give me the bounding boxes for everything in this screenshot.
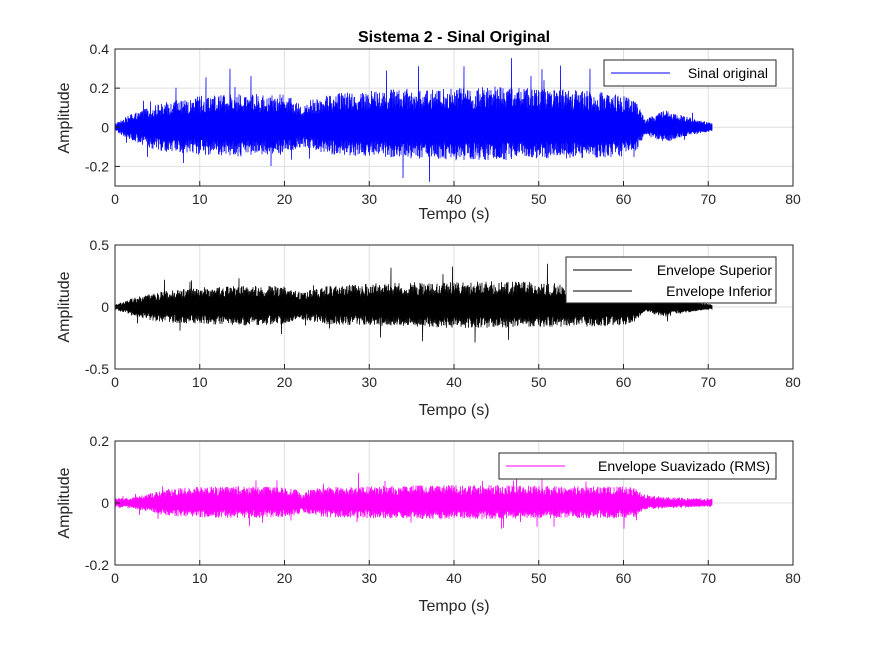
series-line-0 [114, 58, 713, 182]
series-line-0 [114, 472, 713, 529]
y-tick-label: 0 [101, 299, 109, 315]
x-tick-label: 0 [111, 191, 119, 207]
x-axis-label: Tempo (s) [418, 402, 489, 419]
x-tick-label: 80 [785, 191, 801, 207]
x-tick-label: 80 [785, 374, 801, 390]
legend-label-envelope-inferior: Envelope Inferior [666, 283, 772, 299]
y-axis-label: Amplitude [56, 467, 73, 538]
y-tick-label: 0 [101, 495, 109, 511]
x-tick-label: 80 [785, 570, 801, 586]
x-tick-label: 30 [361, 570, 377, 586]
chart-title: Sistema 2 - Sinal Original [358, 29, 550, 46]
x-tick-label: 50 [531, 191, 547, 207]
x-tick-label: 60 [616, 570, 632, 586]
series-line-0 [114, 263, 713, 308]
x-tick-label: 40 [446, 374, 462, 390]
legend: Sinal original [603, 59, 777, 87]
y-tick-label: 0.5 [90, 237, 110, 253]
legend-box [565, 256, 777, 304]
x-tick-label: 60 [616, 374, 632, 390]
legend: Envelope Superior Envelope Inferior [565, 256, 777, 304]
subplot-envelopes: 0 10 20 30 40 50 60 70 80-0.500.5 Tempo (s) Ampl… [56, 237, 801, 419]
x-tick-label: 50 [531, 570, 547, 586]
x-tick-label: 40 [446, 570, 462, 586]
y-tick-label: -0.5 [85, 361, 109, 377]
x-tick-label: 10 [192, 374, 208, 390]
x-tick-label: 70 [700, 374, 716, 390]
y-tick-label: 0.4 [90, 41, 110, 57]
legend-label-sinal-original: Sinal original [688, 65, 768, 81]
subplot-sinal-original: 0 10 20 30 40 50 60 70 80 -0.2 0 0.2 0.4 Sistema 2 -… [56, 29, 801, 223]
y-tick-label: 0 [101, 119, 109, 135]
x-tick-label: 20 [277, 191, 293, 207]
y-tick-label: 0.2 [90, 433, 110, 449]
x-tick-label: 40 [446, 191, 462, 207]
subplot-envelope-suavizado: 0 10 20 30 40 50 60 70 80-0.200.2 Tempo (s) Ampl… [56, 433, 801, 615]
x-tick-label: 60 [616, 191, 632, 207]
x-tick-label: 30 [361, 374, 377, 390]
x-tick-label: 70 [700, 570, 716, 586]
y-tick-label: -0.2 [85, 557, 109, 573]
y-axis-label: Amplitude [56, 82, 73, 153]
x-axis-label: Tempo (s) [418, 598, 489, 615]
y-axis-label: Amplitude [56, 271, 73, 342]
y-tick-label: -0.2 [85, 158, 109, 174]
x-tick-label: 0 [111, 374, 119, 390]
legend-label-envelope-suavizado: Envelope Suavizado (RMS) [598, 458, 770, 474]
x-tick-label: 50 [531, 374, 547, 390]
legend-label-envelope-superior: Envelope Superior [657, 262, 773, 278]
series-line-1 [114, 306, 713, 343]
x-tick-label: 10 [192, 191, 208, 207]
x-tick-label: 20 [277, 374, 293, 390]
legend: Envelope Suavizado (RMS) [498, 452, 777, 480]
x-tick-label: 70 [700, 191, 716, 207]
x-tick-label: 0 [111, 570, 119, 586]
x-tick-label: 20 [277, 570, 293, 586]
x-tick-label: 10 [192, 570, 208, 586]
y-tick-label: 0.2 [90, 80, 110, 96]
x-axis-label: Tempo (s) [418, 206, 489, 223]
x-tick-label: 30 [361, 191, 377, 207]
